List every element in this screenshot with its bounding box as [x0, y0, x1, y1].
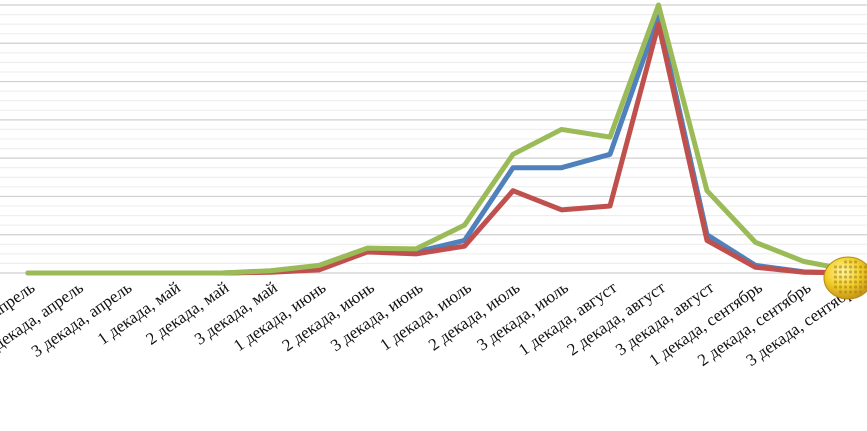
- series-lines: [25, 2, 855, 276]
- series-line-3: [25, 2, 855, 276]
- grid-lines: [0, 4, 867, 274]
- yellow-berry-icon: [823, 256, 867, 300]
